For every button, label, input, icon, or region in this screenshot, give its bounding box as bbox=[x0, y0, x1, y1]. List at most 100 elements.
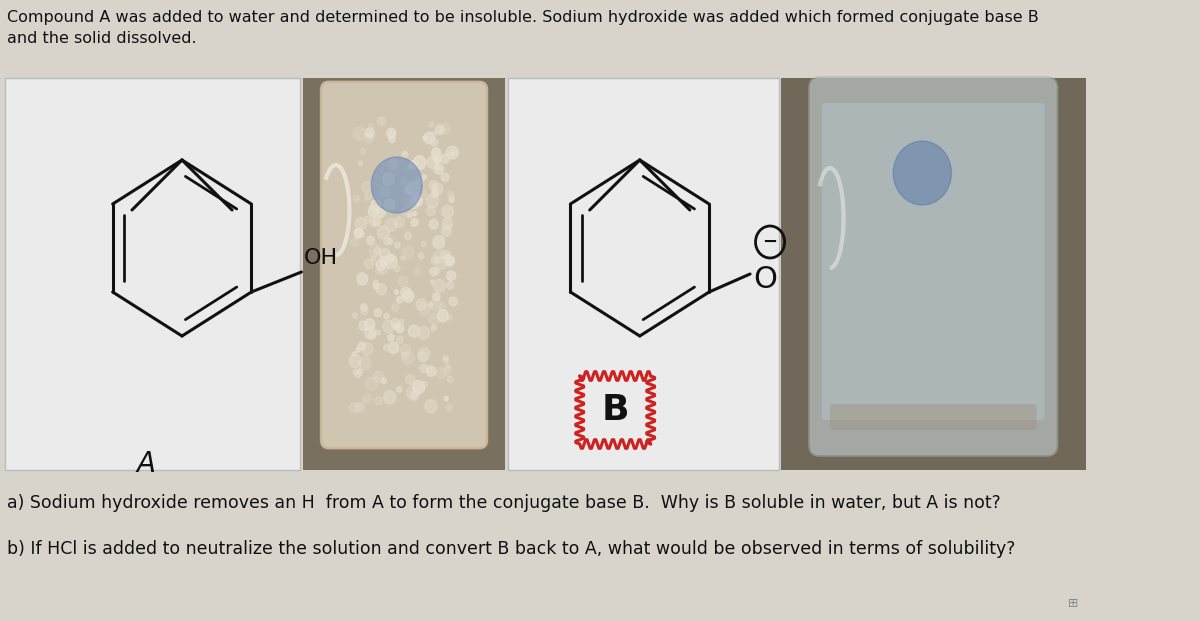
Circle shape bbox=[401, 352, 408, 360]
Circle shape bbox=[374, 397, 383, 405]
Circle shape bbox=[431, 190, 438, 197]
Circle shape bbox=[377, 209, 385, 217]
Circle shape bbox=[380, 186, 389, 196]
Circle shape bbox=[365, 133, 373, 143]
Circle shape bbox=[389, 130, 396, 137]
Circle shape bbox=[434, 156, 440, 163]
Circle shape bbox=[434, 268, 440, 274]
Circle shape bbox=[378, 264, 388, 274]
Circle shape bbox=[361, 148, 366, 153]
Circle shape bbox=[432, 183, 443, 195]
Circle shape bbox=[396, 296, 402, 303]
Circle shape bbox=[446, 281, 454, 289]
Circle shape bbox=[384, 237, 391, 245]
Circle shape bbox=[444, 358, 449, 363]
Circle shape bbox=[408, 213, 412, 217]
Circle shape bbox=[430, 219, 438, 229]
Circle shape bbox=[412, 392, 416, 399]
Circle shape bbox=[406, 374, 415, 384]
Text: b) If HCl is added to neutralize the solution and convert B back to A, what woul: b) If HCl is added to neutralize the sol… bbox=[7, 540, 1015, 558]
Circle shape bbox=[353, 369, 358, 374]
Circle shape bbox=[388, 255, 395, 262]
Text: ⊞: ⊞ bbox=[1068, 597, 1079, 610]
Circle shape bbox=[384, 199, 395, 211]
Circle shape bbox=[374, 309, 382, 317]
Circle shape bbox=[371, 256, 376, 261]
Circle shape bbox=[426, 194, 438, 208]
Circle shape bbox=[402, 351, 414, 364]
Circle shape bbox=[426, 206, 436, 216]
Circle shape bbox=[384, 391, 396, 404]
Circle shape bbox=[349, 403, 359, 412]
Circle shape bbox=[368, 331, 376, 339]
Circle shape bbox=[355, 402, 364, 412]
Circle shape bbox=[431, 299, 442, 310]
Circle shape bbox=[428, 302, 433, 307]
Circle shape bbox=[365, 258, 373, 269]
Circle shape bbox=[403, 196, 414, 208]
Circle shape bbox=[395, 242, 401, 248]
Circle shape bbox=[359, 356, 371, 370]
Circle shape bbox=[413, 212, 416, 215]
Circle shape bbox=[412, 193, 420, 201]
Circle shape bbox=[442, 225, 451, 236]
Circle shape bbox=[391, 304, 398, 311]
Circle shape bbox=[371, 157, 422, 213]
Circle shape bbox=[379, 248, 390, 260]
Circle shape bbox=[361, 304, 367, 311]
Circle shape bbox=[389, 342, 398, 353]
Text: OH: OH bbox=[304, 248, 338, 268]
Circle shape bbox=[424, 132, 434, 143]
Circle shape bbox=[416, 299, 426, 310]
Circle shape bbox=[359, 321, 367, 330]
Circle shape bbox=[436, 125, 444, 134]
Circle shape bbox=[353, 312, 358, 319]
Text: O: O bbox=[754, 265, 778, 294]
Circle shape bbox=[349, 354, 361, 368]
Circle shape bbox=[436, 367, 446, 378]
Circle shape bbox=[383, 320, 394, 333]
Circle shape bbox=[440, 154, 449, 163]
Circle shape bbox=[353, 196, 360, 202]
Circle shape bbox=[445, 364, 450, 369]
Circle shape bbox=[373, 280, 378, 286]
Circle shape bbox=[433, 163, 444, 174]
Circle shape bbox=[353, 127, 366, 140]
Circle shape bbox=[376, 260, 385, 270]
Circle shape bbox=[409, 391, 419, 401]
Circle shape bbox=[433, 152, 440, 161]
Circle shape bbox=[384, 255, 397, 268]
Circle shape bbox=[409, 198, 419, 209]
Circle shape bbox=[388, 334, 394, 341]
Circle shape bbox=[365, 191, 372, 199]
Circle shape bbox=[442, 205, 454, 218]
Circle shape bbox=[358, 342, 366, 350]
Circle shape bbox=[431, 325, 437, 331]
Circle shape bbox=[446, 254, 450, 258]
Circle shape bbox=[385, 219, 397, 231]
Circle shape bbox=[395, 265, 400, 272]
Circle shape bbox=[432, 148, 440, 158]
Circle shape bbox=[448, 271, 456, 281]
FancyBboxPatch shape bbox=[822, 103, 1045, 420]
Circle shape bbox=[413, 381, 425, 394]
Circle shape bbox=[433, 236, 445, 248]
Text: a) Sodium hydroxide removes an H  from A to form the conjugate base B.  Why is B: a) Sodium hydroxide removes an H from A … bbox=[7, 494, 1001, 512]
Circle shape bbox=[355, 371, 361, 378]
Text: Compound A was added to water and determined to be insoluble. Sodium hydroxide w: Compound A was added to water and determ… bbox=[7, 10, 1039, 46]
Circle shape bbox=[371, 199, 382, 211]
Circle shape bbox=[407, 181, 420, 195]
Circle shape bbox=[419, 253, 424, 259]
Circle shape bbox=[374, 247, 380, 254]
Circle shape bbox=[416, 177, 424, 184]
Circle shape bbox=[433, 292, 440, 301]
Circle shape bbox=[421, 381, 427, 388]
Circle shape bbox=[355, 217, 366, 230]
Circle shape bbox=[403, 290, 414, 302]
Circle shape bbox=[356, 273, 368, 285]
Circle shape bbox=[439, 303, 446, 310]
Circle shape bbox=[448, 316, 451, 320]
Circle shape bbox=[428, 314, 439, 325]
Circle shape bbox=[376, 284, 386, 295]
Bar bbox=[508, 78, 779, 470]
